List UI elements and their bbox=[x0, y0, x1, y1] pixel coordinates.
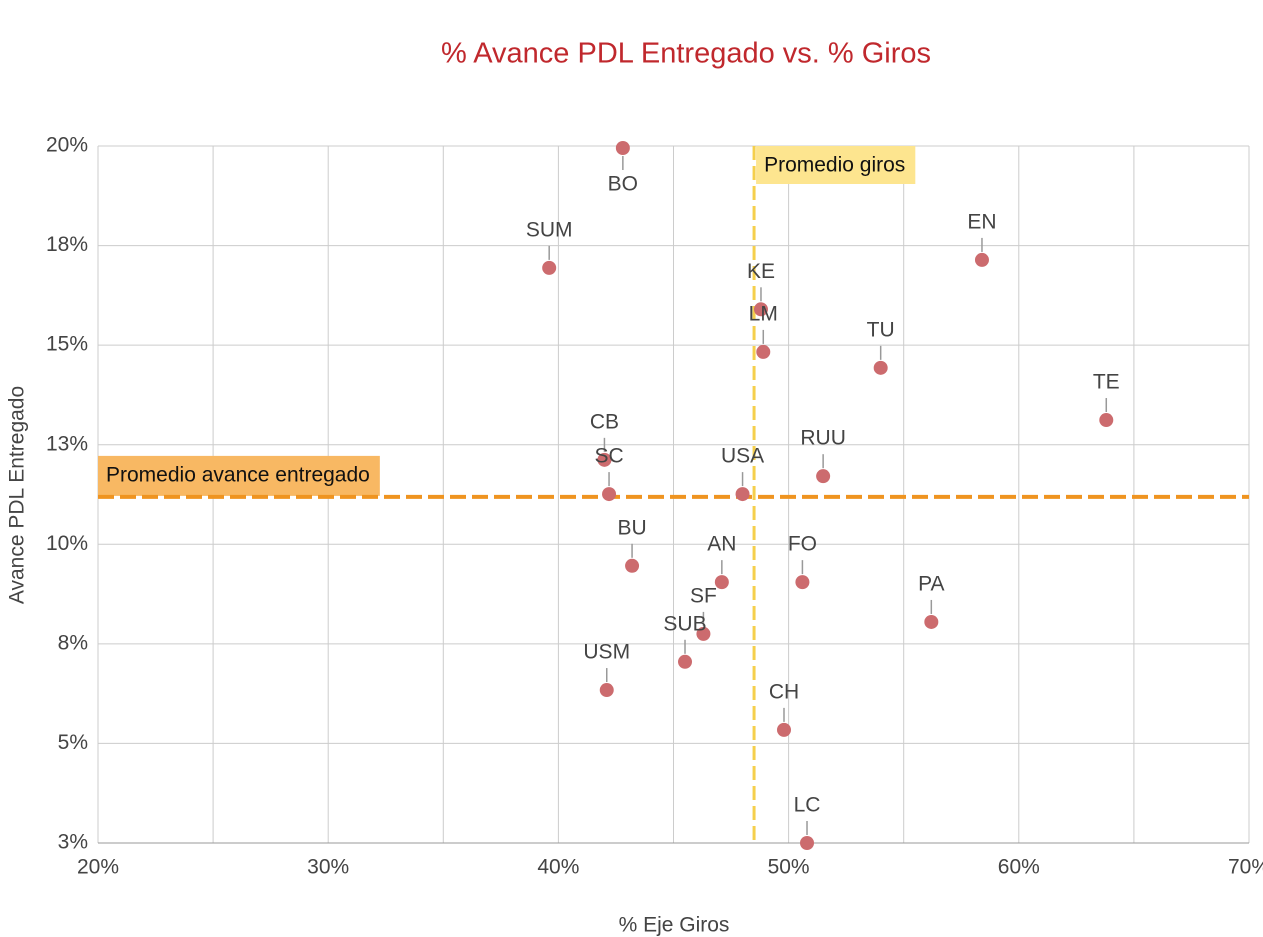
point-label: SUB bbox=[663, 612, 706, 635]
point bbox=[800, 836, 815, 850]
point bbox=[714, 575, 729, 590]
point bbox=[597, 452, 612, 467]
point-label: CB bbox=[590, 410, 619, 433]
x-tick-label: 30% bbox=[307, 856, 349, 879]
chart-title: % Avance PDL Entregado vs. % Giros bbox=[441, 38, 931, 70]
y-axis-title: Avance PDL Entregado bbox=[6, 386, 29, 604]
point bbox=[753, 302, 768, 317]
y-tick-label: 5% bbox=[58, 731, 88, 754]
point bbox=[678, 654, 693, 669]
point bbox=[924, 614, 939, 629]
reference-label-bg bbox=[98, 455, 380, 496]
y-tick-label: 15% bbox=[46, 333, 88, 356]
point bbox=[1099, 413, 1114, 428]
point bbox=[776, 722, 791, 737]
y-tick-label: 3% bbox=[58, 831, 88, 854]
point-label: LC bbox=[794, 794, 821, 817]
point-label: CH bbox=[769, 680, 799, 703]
x-tick-label: 20% bbox=[77, 856, 119, 879]
y-tick-label: 10% bbox=[46, 532, 88, 555]
x-tick-label: 40% bbox=[537, 856, 579, 879]
point-label: USM bbox=[583, 641, 630, 664]
point-label: BO bbox=[608, 173, 638, 196]
y-tick-label: 8% bbox=[58, 631, 88, 654]
point bbox=[615, 140, 630, 155]
y-tick-label: 13% bbox=[46, 432, 88, 455]
point bbox=[602, 487, 617, 502]
point bbox=[795, 575, 810, 590]
point bbox=[756, 344, 771, 359]
reference-label: Promedio avance entregado bbox=[106, 463, 370, 486]
point-label: TE bbox=[1093, 371, 1120, 394]
point-label: KE bbox=[747, 260, 775, 283]
point-label: BU bbox=[617, 516, 646, 539]
point bbox=[625, 558, 640, 573]
point bbox=[735, 487, 750, 502]
reference-label-bg bbox=[756, 146, 916, 184]
point-label: USA bbox=[721, 445, 764, 468]
y-tick-label: 18% bbox=[46, 233, 88, 256]
point-label: AN bbox=[707, 533, 736, 556]
y-tick-label: 20% bbox=[46, 134, 88, 157]
point-label: TU bbox=[867, 318, 895, 341]
point bbox=[542, 260, 557, 275]
point-label: RUU bbox=[800, 427, 846, 450]
x-tick-label: 50% bbox=[768, 856, 810, 879]
point bbox=[974, 252, 989, 267]
point bbox=[599, 683, 614, 698]
point bbox=[873, 360, 888, 375]
point-label: SUM bbox=[526, 218, 573, 241]
reference-label: Promedio giros bbox=[764, 154, 905, 177]
point-label: LM bbox=[749, 302, 778, 325]
point-label: SF bbox=[690, 584, 717, 607]
point-label: PA bbox=[918, 572, 944, 595]
x-tick-label: 60% bbox=[998, 856, 1040, 879]
point-label: FO bbox=[788, 533, 817, 556]
point-label: EN bbox=[967, 210, 996, 233]
x-tick-label: 70% bbox=[1228, 856, 1263, 879]
x-axis-title: % Eje Giros bbox=[619, 914, 730, 937]
point-label: SC bbox=[594, 445, 623, 468]
point bbox=[816, 469, 831, 484]
point bbox=[696, 626, 711, 641]
